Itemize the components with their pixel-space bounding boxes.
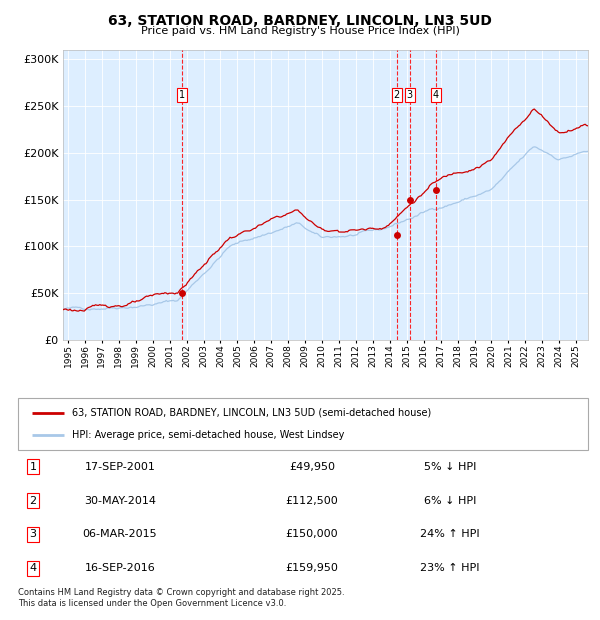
Text: 63, STATION ROAD, BARDNEY, LINCOLN, LN3 5UD: 63, STATION ROAD, BARDNEY, LINCOLN, LN3 … [108, 14, 492, 28]
Text: £159,950: £159,950 [286, 563, 338, 573]
Text: 5% ↓ HPI: 5% ↓ HPI [424, 462, 476, 472]
Text: £49,950: £49,950 [289, 462, 335, 472]
Text: 1: 1 [179, 90, 185, 100]
Text: 1: 1 [29, 462, 37, 472]
Text: 17-SEP-2001: 17-SEP-2001 [85, 462, 155, 472]
Text: 16-SEP-2016: 16-SEP-2016 [85, 563, 155, 573]
Text: 3: 3 [29, 529, 37, 539]
Text: 30-MAY-2014: 30-MAY-2014 [84, 495, 156, 506]
Text: Price paid vs. HM Land Registry's House Price Index (HPI): Price paid vs. HM Land Registry's House … [140, 26, 460, 36]
Text: 63, STATION ROAD, BARDNEY, LINCOLN, LN3 5UD (semi-detached house): 63, STATION ROAD, BARDNEY, LINCOLN, LN3 … [72, 407, 431, 418]
Text: £112,500: £112,500 [286, 495, 338, 506]
Text: 4: 4 [433, 90, 439, 100]
Text: 3: 3 [407, 90, 413, 100]
Text: 6% ↓ HPI: 6% ↓ HPI [424, 495, 476, 506]
Text: 4: 4 [29, 563, 37, 573]
Text: 2: 2 [29, 495, 37, 506]
Text: HPI: Average price, semi-detached house, West Lindsey: HPI: Average price, semi-detached house,… [72, 430, 344, 440]
Text: 23% ↑ HPI: 23% ↑ HPI [420, 563, 480, 573]
Text: 24% ↑ HPI: 24% ↑ HPI [420, 529, 480, 539]
Text: 2: 2 [394, 90, 400, 100]
Text: £150,000: £150,000 [286, 529, 338, 539]
Text: 06-MAR-2015: 06-MAR-2015 [83, 529, 157, 539]
Text: Contains HM Land Registry data © Crown copyright and database right 2025.
This d: Contains HM Land Registry data © Crown c… [18, 588, 344, 608]
FancyBboxPatch shape [18, 398, 588, 450]
